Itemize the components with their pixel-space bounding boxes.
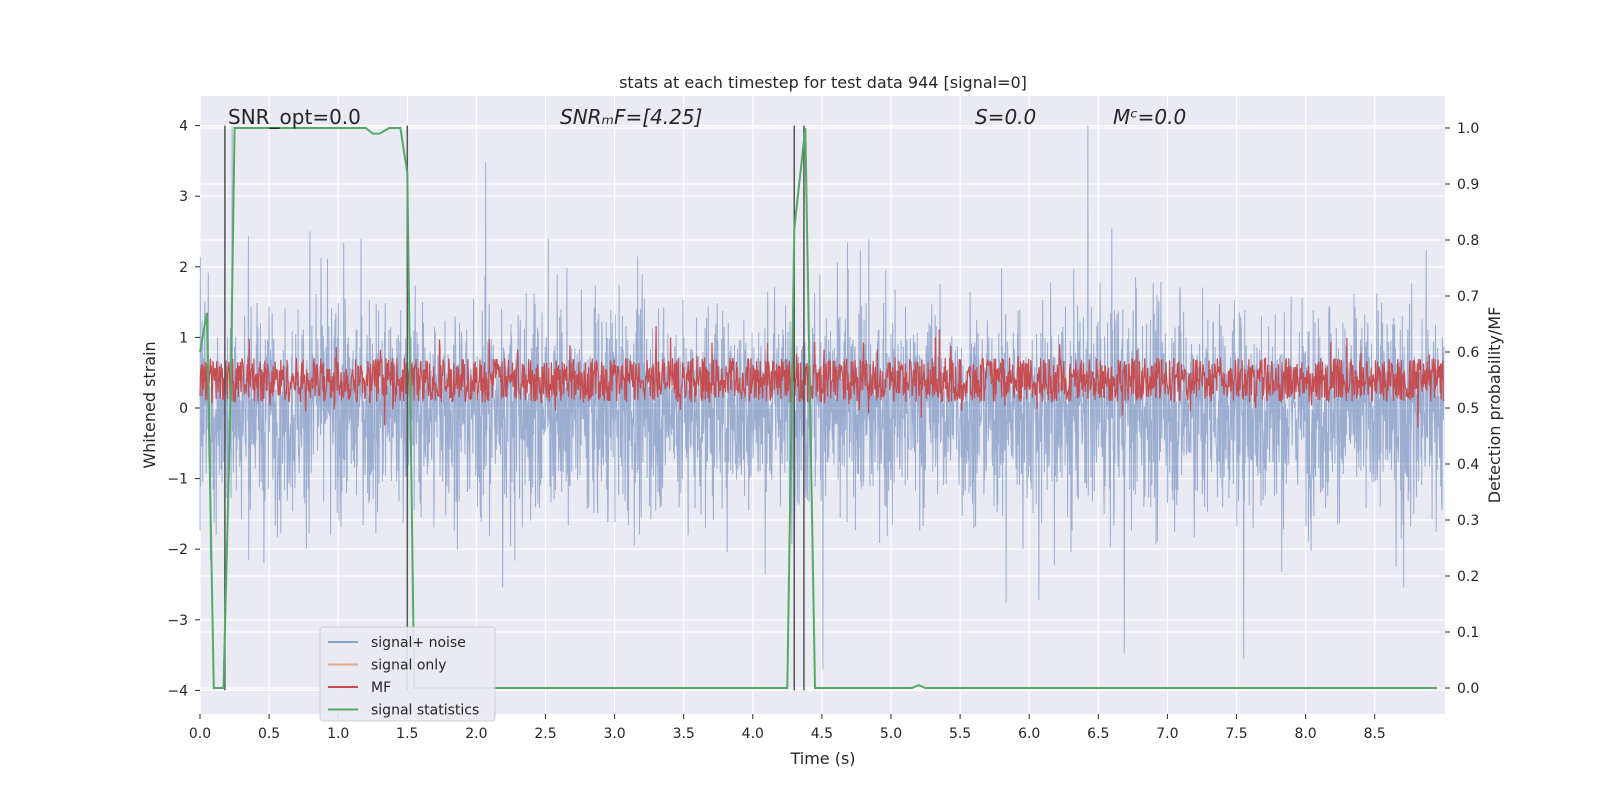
x-tick-label: 5.5 xyxy=(949,726,971,742)
x-tick-label: 1.5 xyxy=(396,726,418,742)
y-right-axis-label: Detection probability/MF xyxy=(1485,307,1504,504)
x-tick-label: 8.0 xyxy=(1294,726,1316,742)
annotation-mc: Mᶜ=0.0 xyxy=(1113,105,1186,129)
y-right-tick-label: 0.5 xyxy=(1457,401,1479,417)
x-tick-label: 1.0 xyxy=(327,726,349,742)
y-left-tick-label: −3 xyxy=(167,613,188,629)
y-left-tick-label: −1 xyxy=(167,472,188,488)
legend-label: signal statistics xyxy=(371,703,479,719)
y-left-axis-ticks: 4 3 2 1 0 −1 −2 −3 −4 xyxy=(167,119,200,699)
x-axis-label: Time (s) xyxy=(789,749,855,768)
legend: signal+ noise signal only MF signal statist… xyxy=(319,626,496,722)
x-tick-label: 0.5 xyxy=(258,726,280,742)
y-left-tick-label: 1 xyxy=(179,330,188,346)
y-right-tick-label: 0.1 xyxy=(1457,625,1479,641)
y-left-tick-label: 4 xyxy=(179,119,188,135)
vertical-markers xyxy=(224,125,805,691)
y-left-tick-label: 2 xyxy=(179,260,188,276)
y-right-tick-label: 0.2 xyxy=(1457,569,1479,585)
x-tick-label: 7.5 xyxy=(1225,726,1247,742)
y-right-tick-label: 0.6 xyxy=(1457,345,1479,361)
annotation-s: S=0.0 xyxy=(975,105,1036,129)
x-tick-label: 8.5 xyxy=(1364,726,1386,742)
y-right-tick-label: 1.0 xyxy=(1457,121,1479,137)
y-right-tick-label: 0.0 xyxy=(1457,681,1479,697)
chart-title: stats at each timestep for test data 944… xyxy=(619,73,1027,92)
x-tick-label: 5.0 xyxy=(880,726,902,742)
x-tick-label: 3.5 xyxy=(673,726,695,742)
x-tick-label: 2.5 xyxy=(534,726,556,742)
x-tick-label: 2.0 xyxy=(465,726,487,742)
y-left-tick-label: −2 xyxy=(167,542,188,558)
legend-label: signal+ noise xyxy=(371,635,466,651)
x-tick-label: 7.0 xyxy=(1156,726,1178,742)
y-left-axis-label: Whitened strain xyxy=(140,341,159,468)
y-right-tick-label: 0.3 xyxy=(1457,513,1479,529)
legend-box xyxy=(319,626,496,722)
y-right-tick-label: 0.4 xyxy=(1457,457,1479,473)
x-tick-label: 6.5 xyxy=(1087,726,1109,742)
y-left-tick-label: −4 xyxy=(167,683,188,699)
y-right-tick-label: 0.8 xyxy=(1457,233,1479,249)
y-right-tick-label: 0.9 xyxy=(1457,177,1479,193)
y-right-tick-label: 0.7 xyxy=(1457,289,1479,305)
x-tick-label: 6.0 xyxy=(1018,726,1040,742)
x-tick-label: 4.0 xyxy=(742,726,764,742)
y-left-tick-label: 0 xyxy=(179,401,188,417)
legend-label: signal only xyxy=(371,658,446,674)
y-right-axis-ticks: 1.0 0.9 0.8 0.7 0.6 0.5 0.4 0.3 0.2 0.1 0.0 xyxy=(1445,121,1479,697)
x-tick-label: 3.0 xyxy=(603,726,625,742)
x-tick-label: 0.0 xyxy=(189,726,211,742)
y-left-tick-label: 3 xyxy=(179,189,188,205)
annotation-snr-mf: SNRₘF=[4.25] xyxy=(560,105,702,129)
annotation-snr-opt: SNR_opt=0.0 xyxy=(228,105,361,129)
legend-label: MF xyxy=(371,680,391,696)
x-axis-ticks: 0.0 0.5 1.0 1.5 2.0 2.5 3.0 3.5 4.0 4.5 5.0 5.5 6.0 6… xyxy=(189,714,1386,742)
x-tick-label: 4.5 xyxy=(811,726,833,742)
